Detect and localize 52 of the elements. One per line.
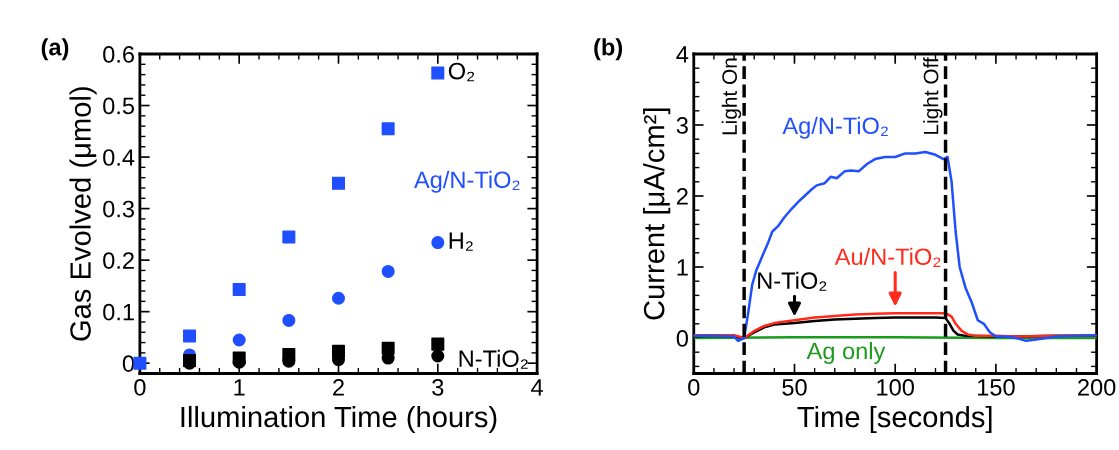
point bbox=[232, 282, 246, 297]
x-tick-label: 50 bbox=[782, 378, 807, 396]
y-tick-label: 0.5 bbox=[103, 97, 135, 115]
point bbox=[381, 264, 395, 278]
point bbox=[232, 333, 246, 347]
series-label: O₂ bbox=[448, 62, 475, 82]
series-label: Au/N-TiO₂ bbox=[834, 247, 941, 267]
point bbox=[431, 236, 445, 250]
y-tick-label: 2 bbox=[676, 188, 688, 205]
x-axis-title: Time [seconds] bbox=[797, 405, 992, 434]
y-tick-label: 1 bbox=[677, 259, 688, 276]
point bbox=[331, 176, 346, 190]
chart-title: (b) bbox=[594, 38, 623, 61]
point bbox=[282, 313, 296, 327]
series-label: N-TiO₂ bbox=[758, 271, 827, 291]
series-label: Ag only bbox=[806, 342, 886, 365]
y-tick-label: 0.4 bbox=[103, 149, 135, 166]
x-tick-label: 0 bbox=[688, 378, 700, 396]
y-tick-label: 0.6 bbox=[103, 46, 134, 63]
y-tick-label: 0.1 bbox=[103, 303, 134, 321]
point bbox=[431, 66, 445, 80]
y-tick-label: 0.2 bbox=[103, 252, 134, 269]
y-tick-label: 3 bbox=[676, 117, 688, 134]
y-axis-title: Current [μA/cm²] bbox=[643, 108, 671, 320]
point bbox=[183, 329, 197, 343]
chart-title: (a) bbox=[41, 38, 69, 61]
x-tick-label: 0 bbox=[134, 378, 146, 396]
point bbox=[431, 349, 445, 363]
x-axis-title: Illumination Time (hours) bbox=[181, 405, 497, 434]
point bbox=[331, 291, 346, 305]
annotation: N-TiO₂ bbox=[459, 349, 528, 369]
y-tick-label: 0 bbox=[676, 330, 688, 347]
y-tick-label: 4 bbox=[676, 46, 689, 63]
series-label: H₂ bbox=[449, 232, 473, 251]
line-series bbox=[693, 150, 1097, 343]
annotation: Ag/N-TiO₂ bbox=[414, 170, 520, 193]
y-tick-label: 0.3 bbox=[103, 200, 134, 218]
point bbox=[133, 356, 147, 370]
ref-line-label: Light Off bbox=[923, 57, 943, 134]
point bbox=[431, 337, 445, 351]
x-tick-label: 4 bbox=[531, 379, 543, 396]
point bbox=[381, 122, 395, 136]
ref-line-label: Light On bbox=[721, 58, 742, 135]
x-tick-label: 2 bbox=[333, 378, 344, 396]
point bbox=[282, 230, 296, 244]
x-tick-label: 1 bbox=[234, 379, 245, 396]
x-tick-label: 200 bbox=[1078, 378, 1116, 396]
series-label: Ag/N-TiO₂ bbox=[782, 116, 888, 139]
x-tick-label: 3 bbox=[432, 378, 444, 396]
x-tick-label: 150 bbox=[978, 378, 1015, 396]
y-axis-title: Gas Evolved (μmol) bbox=[69, 87, 97, 341]
x-tick-label: 100 bbox=[877, 378, 914, 396]
